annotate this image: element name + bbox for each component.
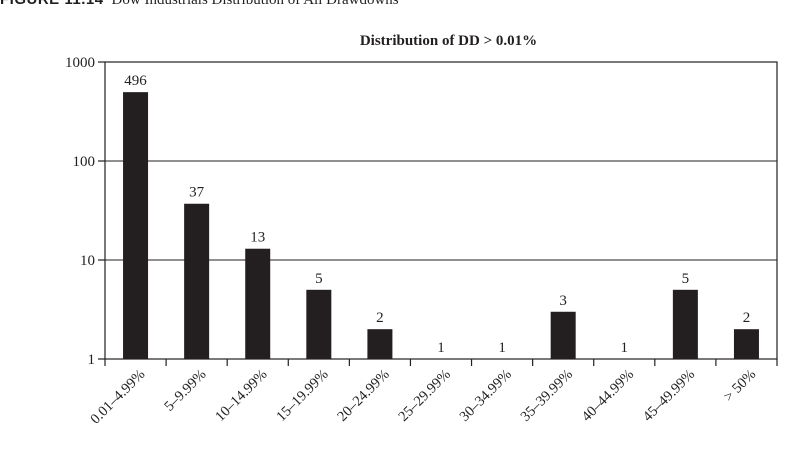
x-tick-label: 40–44.99% <box>579 367 637 425</box>
x-tick-label: 45–49.99% <box>640 367 698 425</box>
y-tick-label: 1 <box>88 352 96 368</box>
data-label: 3 <box>559 293 567 309</box>
x-tick-label: 25–29.99% <box>396 367 454 425</box>
grid-lines <box>105 160 777 261</box>
x-tick-label: 10–14.99% <box>212 367 270 425</box>
bar <box>184 203 210 359</box>
x-tick-label: 20–24.99% <box>334 367 392 425</box>
bar <box>245 248 271 359</box>
data-label: 37 <box>189 185 205 201</box>
x-axis: 0.01–4.99% 5–9.99% 10–14.99% 15–19.99% 20–24… <box>87 359 778 428</box>
x-tick-label: 0.01–4.99% <box>87 367 148 428</box>
data-label: 1 <box>621 340 629 356</box>
y-axis: 1 10 100 1000 <box>65 55 105 368</box>
bars <box>123 92 759 360</box>
data-label: 1 <box>437 340 445 356</box>
figure-caption: FIGURE 11.14 Dow Industrials Distribution… <box>0 0 399 9</box>
data-label: 5 <box>315 271 323 287</box>
y-tick-label: 1000 <box>65 55 95 71</box>
data-label: 496 <box>124 73 147 89</box>
bar <box>306 289 332 359</box>
figure-label: FIGURE 11.14 <box>0 0 104 8</box>
bar <box>672 289 698 359</box>
x-tick-label: 30–34.99% <box>457 367 515 425</box>
data-label: 1 <box>498 340 506 356</box>
x-tick-label: 5–9.99% <box>161 367 209 415</box>
chart-title: Distribution of DD > 0.01% <box>359 33 538 49</box>
bar <box>733 329 759 359</box>
x-tick-label: 15–19.99% <box>273 367 331 425</box>
bar <box>550 311 576 359</box>
y-tick-label: 100 <box>73 154 96 170</box>
data-label: 13 <box>250 230 265 246</box>
bar <box>123 92 149 360</box>
x-tick-label: > 50% <box>721 367 759 405</box>
data-label: 5 <box>682 271 690 287</box>
y-tick-label: 10 <box>80 253 95 269</box>
data-label: 2 <box>376 310 384 326</box>
plot-frame <box>104 61 778 360</box>
x-tick-label: 35–39.99% <box>518 367 576 425</box>
data-label: 2 <box>743 310 751 326</box>
figure-caption-text: Dow Industrials Distribution of All Draw… <box>111 0 399 8</box>
bar <box>367 329 393 359</box>
